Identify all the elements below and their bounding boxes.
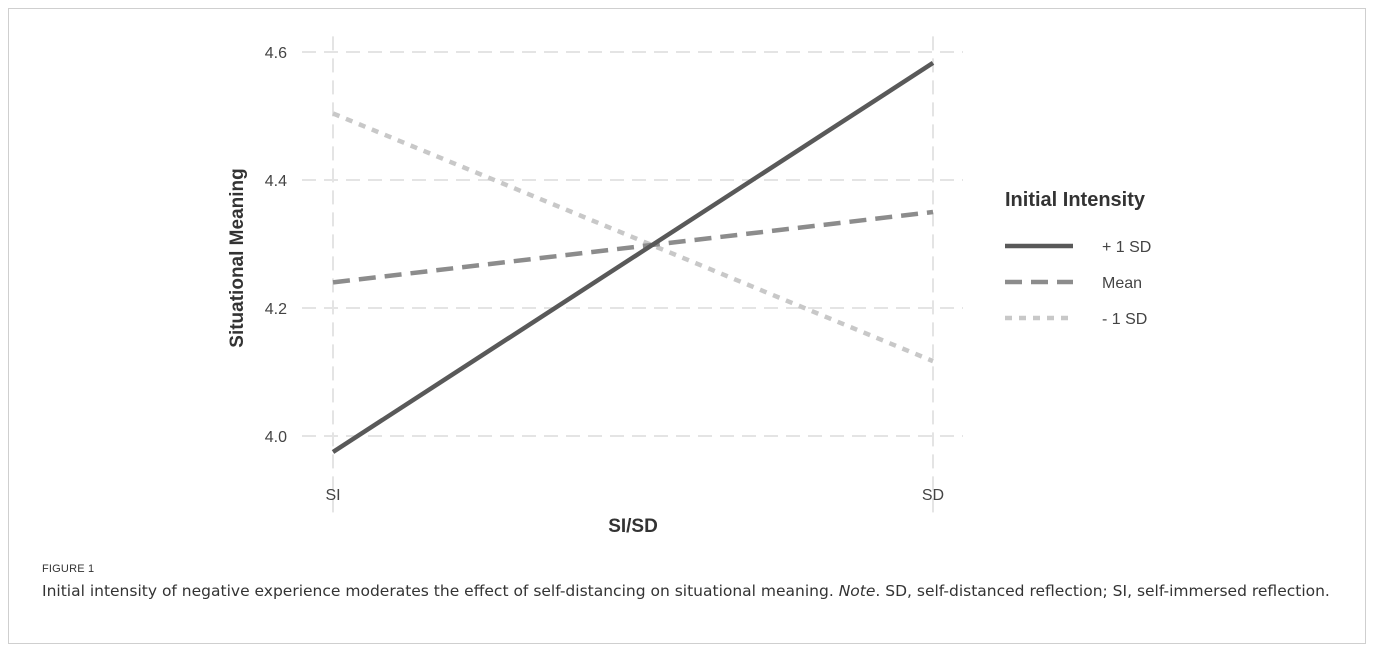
legend: Initial Intensity + 1 SD Mean - 1 SD: [1005, 189, 1151, 328]
x-axis-label: SI/SD: [608, 516, 658, 537]
x-tick-label: SI: [325, 487, 340, 504]
x-tick-label: SD: [922, 487, 944, 504]
figure-frame: [8, 8, 1366, 644]
y-axis-ticks: 4.0 4.2 4.4 4.6: [265, 45, 287, 446]
series-lines: [331, 60, 935, 454]
series-line-1: [332, 209, 934, 285]
legend-label-1: Mean: [1102, 275, 1142, 292]
y-tick-label: 4.2: [265, 301, 287, 318]
legend-label-2: - 1 SD: [1102, 311, 1147, 328]
legend-title: Initial Intensity: [1005, 189, 1146, 211]
caption-note-label: Note: [838, 582, 876, 600]
legend-items: + 1 SD Mean - 1 SD: [1005, 239, 1151, 328]
line-chart: 4.0 4.2 4.4 4.6 SI SD Situational Meaning SI…: [227, 36, 1151, 537]
x-axis-ticks: SI SD: [325, 487, 944, 504]
series-line-2: [332, 111, 934, 364]
y-tick-label: 4.6: [265, 45, 287, 62]
y-axis-label: Situational Meaning: [227, 168, 248, 347]
y-tick-label: 4.4: [265, 173, 287, 190]
figure-label: FIGURE 1: [42, 563, 95, 575]
caption-note-text: . SD, self-distanced reflection; SI, sel…: [875, 582, 1330, 600]
y-tick-label: 4.0: [265, 429, 287, 446]
figure-caption: Initial intensity of negative experience…: [42, 580, 1342, 602]
legend-label-0: + 1 SD: [1102, 239, 1151, 256]
caption-main: Initial intensity of negative experience…: [42, 582, 839, 600]
series-line-0: [331, 60, 935, 454]
